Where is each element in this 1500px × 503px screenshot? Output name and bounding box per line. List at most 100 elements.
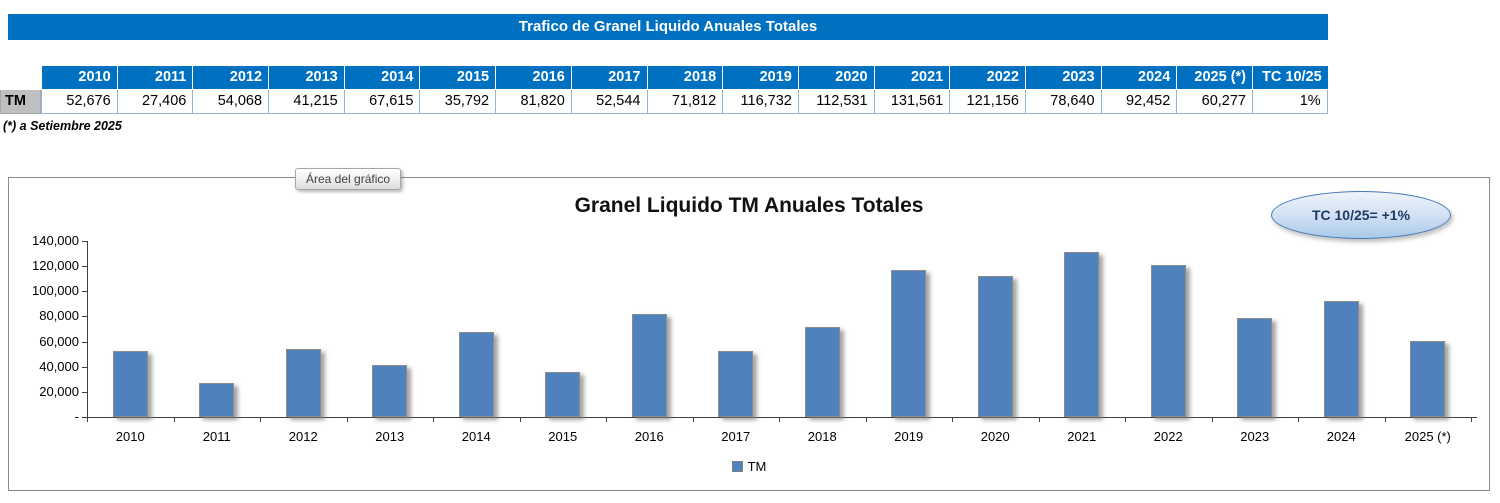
tm-bar[interactable]: [631, 314, 667, 417]
y-axis-label: 20,000: [39, 383, 79, 399]
report-title-bar[interactable]: Trafico de Granel Liquido Anuales Totale…: [8, 14, 1328, 40]
x-axis-tick: [1384, 418, 1386, 422]
x-axis-tick: [346, 418, 348, 422]
chart-area-tooltip: Área del gráfico: [295, 168, 402, 190]
year-header-cell[interactable]: 2024: [1100, 66, 1177, 90]
x-axis-tick: [692, 418, 694, 422]
legend-swatch-icon: [731, 461, 743, 472]
x-axis-label: 2023: [1240, 429, 1270, 444]
tm-bar[interactable]: [1323, 300, 1359, 417]
tm-bar[interactable]: [545, 372, 581, 417]
y-axis-label: 40,000: [39, 358, 79, 374]
tm-bar[interactable]: [458, 331, 494, 417]
year-header-cell[interactable]: TC 10/25: [1252, 66, 1328, 90]
year-header-cell[interactable]: 2020: [797, 66, 874, 90]
x-axis-label: 2015: [548, 429, 578, 444]
growth-callout-ellipse[interactable]: TC 10/25= +1%: [1271, 191, 1451, 239]
x-axis-tick: [87, 418, 88, 422]
y-axis-label: 140,000: [32, 233, 79, 248]
x-axis-tick: [433, 418, 434, 422]
year-header-cell[interactable]: 2019: [722, 66, 798, 90]
y-axis-tick: [82, 417, 87, 418]
x-axis-tick: [952, 418, 953, 422]
value-cell[interactable]: 35,792: [419, 90, 496, 114]
year-header-cell[interactable]: 2022: [949, 66, 1025, 90]
x-axis-tick: [173, 418, 175, 422]
legend[interactable]: TM: [9, 459, 1489, 474]
value-cell[interactable]: 67,615: [343, 90, 420, 114]
y-axis-tick: [82, 291, 87, 293]
value-cell[interactable]: 52,544: [570, 90, 647, 114]
year-header-cell[interactable]: 2017: [570, 66, 647, 90]
tm-bar[interactable]: [1410, 341, 1446, 417]
x-axis-tick: [1038, 418, 1040, 422]
value-cell[interactable]: 131,561: [873, 90, 950, 114]
y-axis-label: 120,000: [32, 258, 79, 274]
table-corner-cell: [0, 66, 41, 90]
y-axis-tick: [82, 366, 87, 368]
x-axis-tick: [1125, 418, 1126, 422]
year-header-cell[interactable]: 2014: [343, 66, 420, 90]
tm-bar[interactable]: [718, 350, 754, 417]
year-header-cell[interactable]: 2010: [41, 66, 117, 90]
value-cell[interactable]: 112,531: [797, 90, 874, 114]
value-cell[interactable]: 81,820: [495, 90, 571, 114]
year-header-cell[interactable]: 2011: [116, 66, 193, 90]
year-header-cell[interactable]: 2012: [192, 66, 269, 90]
x-axis-label: 2010: [115, 429, 145, 444]
value-cell[interactable]: 60,277: [1176, 90, 1252, 114]
value-cell[interactable]: 41,215: [268, 90, 344, 114]
year-header-cell[interactable]: 2018: [646, 66, 723, 90]
value-cell[interactable]: 71,812: [646, 90, 723, 114]
value-cell[interactable]: 52,676: [41, 90, 117, 114]
value-cell[interactable]: 54,068: [192, 90, 269, 114]
x-axis-tick: [779, 418, 780, 422]
x-axis-tick: [519, 418, 521, 422]
value-cell[interactable]: 121,156: [949, 90, 1025, 114]
value-cell[interactable]: 116,732: [722, 90, 798, 114]
tm-bar[interactable]: [1064, 251, 1100, 417]
x-axis-label: 2016: [634, 429, 664, 444]
tm-bar[interactable]: [285, 349, 321, 417]
x-axis-tick: [1211, 418, 1213, 422]
y-axis-tick: [82, 341, 87, 343]
tm-bar[interactable]: [199, 382, 235, 417]
tm-bar[interactable]: [372, 365, 408, 417]
chart-area[interactable]: Área del gráfico Granel Liquido TM Anual…: [8, 168, 1490, 491]
value-cell[interactable]: 1%: [1252, 90, 1328, 114]
x-axis-tick: [260, 418, 261, 422]
x-axis-label: 2020: [980, 429, 1010, 444]
x-axis-label: 2025 (*): [1404, 429, 1451, 444]
year-header-cell[interactable]: 2016: [495, 66, 571, 90]
y-axis-tick: [82, 241, 87, 242]
x-axis-label: 2013: [375, 429, 405, 444]
chart-title[interactable]: Granel Liquido TM Anuales Totales: [574, 194, 924, 217]
x-axis-tick: [865, 418, 867, 422]
x-axis-label: 2019: [894, 429, 924, 444]
year-header-cell[interactable]: 2015: [419, 66, 496, 90]
year-header-cell[interactable]: 2025 (*): [1176, 66, 1252, 90]
tm-bar[interactable]: [977, 275, 1013, 417]
tm-bar[interactable]: [1237, 318, 1273, 417]
row-label-cell[interactable]: TM: [0, 90, 41, 114]
tm-bar[interactable]: [112, 350, 148, 417]
x-axis-tick: [606, 418, 607, 422]
x-axis-label: 2024: [1326, 429, 1356, 444]
tm-bar[interactable]: [804, 326, 840, 417]
x-axis-label: 2018: [807, 429, 837, 444]
value-cell[interactable]: 92,452: [1100, 90, 1177, 114]
y-axis-label: 60,000: [39, 333, 79, 349]
y-axis-label: 100,000: [32, 283, 79, 299]
y-axis-label: 80,000: [39, 308, 79, 324]
year-header-cell[interactable]: 2021: [873, 66, 950, 90]
x-axis-label: 2017: [721, 429, 751, 444]
value-cell[interactable]: 27,406: [116, 90, 193, 114]
tm-bar[interactable]: [891, 270, 927, 417]
x-axis-tick: [1471, 418, 1472, 422]
x-axis-tick: [1298, 418, 1299, 422]
value-cell[interactable]: 78,640: [1024, 90, 1101, 114]
tm-bar[interactable]: [1150, 264, 1186, 417]
year-header-cell[interactable]: 2013: [268, 66, 344, 90]
year-header-cell[interactable]: 2023: [1024, 66, 1101, 90]
table-header-row: 2010 2011 2012 2013 2014 2015 2016 2017 2018 2019…: [0, 66, 1328, 90]
